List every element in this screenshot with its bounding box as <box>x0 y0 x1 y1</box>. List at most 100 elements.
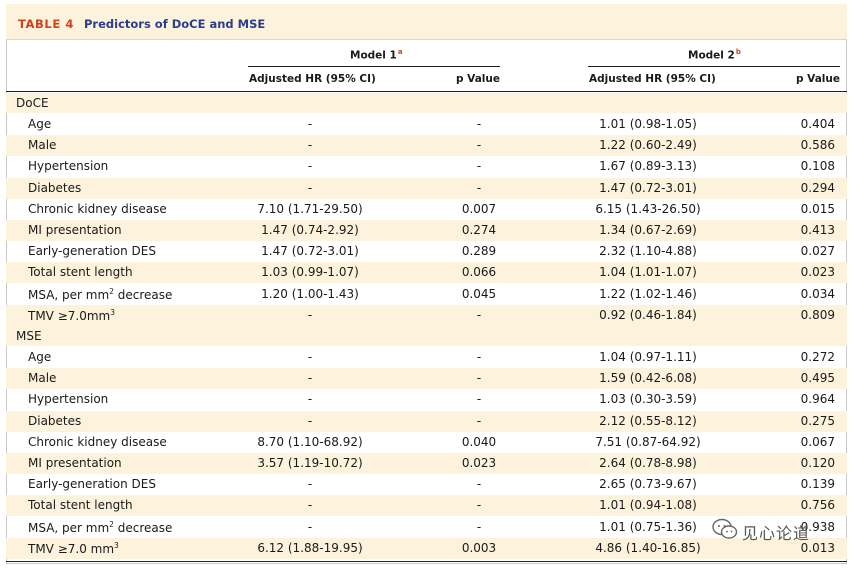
model1-hr-cell: - <box>307 350 313 364</box>
row-label-text: Male <box>28 138 57 153</box>
row-label: MI presentation <box>28 223 122 237</box>
model1-p-cell: 0.289 <box>461 244 497 259</box>
group-label: MSE <box>16 329 42 343</box>
model1-p-cell: - <box>476 392 482 407</box>
model2-p-cell: 0.027 <box>800 244 835 259</box>
row-label-suffix: decrease <box>113 520 173 535</box>
model1-p-cell: - <box>476 498 482 513</box>
model2-p-cell: 0.120 <box>800 456 835 470</box>
model1-hr-cell: 6.12 (1.88-19.95) <box>257 540 363 555</box>
row-label: Total stent length <box>28 265 133 279</box>
table-row: TMV ≥7.0mm3 - - 0.92 (0.46-1.84) 0.809 <box>6 304 847 326</box>
model1-hr-cell: 1.47 (0.74-2.92) <box>261 223 359 237</box>
model2-hr-cell: 2.32 (1.10-4.88) <box>599 244 697 259</box>
model2-p-cell: 0.586 <box>800 138 835 153</box>
model1-header: Model 1a <box>350 48 403 62</box>
table-row: Early-generation DES 1.47 (0.72-3.01) 0.28… <box>6 241 847 262</box>
model1-p-cell: 0.045 <box>461 286 497 301</box>
model2-hr-cell: 2.64 (0.78-8.98) <box>599 456 697 470</box>
model1-hr-cell: - <box>307 519 313 534</box>
model2-p-cell: 0.809 <box>800 307 835 322</box>
model2-p-cell: 0.294 <box>800 180 835 195</box>
watermark-text: 见心论道 <box>742 524 811 543</box>
model1-p-cell: - <box>476 117 482 131</box>
model1-p-cell: 0.040 <box>461 434 497 449</box>
row-label-text: Hypertension <box>28 159 109 174</box>
model1-hr-cell: 1.20 (1.00-1.43) <box>261 286 359 301</box>
m1-p-header: p Value <box>456 73 501 85</box>
model1-p-cell: 0.023 <box>461 456 497 470</box>
row-label-suffix: decrease <box>113 287 173 302</box>
model1-p-cell: - <box>476 307 482 322</box>
model2-underline <box>588 66 840 67</box>
row-label-text: Early-generation DES <box>28 244 156 259</box>
model1-p-cell: - <box>476 371 482 386</box>
row-label: MI presentation <box>28 456 122 470</box>
model1-p-cell: - <box>476 519 482 534</box>
model1-p-cell: 0.003 <box>461 540 497 555</box>
table-row: MI presentation 1.47 (0.74-2.92) 0.274 1.34… <box>6 220 847 241</box>
model1-hr-cell: - <box>307 307 313 322</box>
m2-p-header: p Value <box>796 73 841 85</box>
row-label-text: Chronic kidney disease <box>28 434 167 449</box>
group-label: DoCE <box>16 96 49 110</box>
row-label: MSA, per mm2 decrease <box>28 520 172 535</box>
model1-p-cell: - <box>476 138 482 153</box>
model2-p-cell: 0.108 <box>800 159 835 174</box>
header-rule <box>6 91 847 92</box>
row-label-text: Male <box>28 371 57 386</box>
model2-hr-cell: 1.47 (0.72-3.01) <box>599 180 697 195</box>
model1-p-cell: - <box>476 413 482 428</box>
model2-hr-cell: 1.34 (0.67-2.69) <box>599 223 697 237</box>
model1-p-cell: 0.274 <box>461 223 497 237</box>
table-row: MSA, per mm2 decrease - - 1.01 (0.75-1.36) 0… <box>6 517 847 538</box>
model1-hr-cell: 3.57 (1.19-10.72) <box>257 456 363 470</box>
table-row: Total stent length - - 1.01 (0.94-1.08) 0.75… <box>6 495 847 517</box>
row-label: Chronic kidney disease <box>28 435 167 449</box>
model2-p-cell: 0.404 <box>800 117 835 131</box>
group-header-mse: MSE <box>6 326 847 346</box>
table-row: Hypertension - - 1.03 (0.30-3.59) 0.964 <box>6 389 847 410</box>
model1-footnote: a <box>397 48 403 56</box>
row-label-text: MSA, per mm <box>28 287 110 302</box>
model2-p-cell: 0.938 <box>800 519 835 534</box>
model1-p-cell: 0.007 <box>461 201 497 216</box>
model2-hr-cell: 1.22 (0.60-2.49) <box>599 138 697 153</box>
model2-hr-cell: 1.01 (0.98-1.05) <box>599 117 697 131</box>
model2-header: Model 2b <box>688 48 741 62</box>
model1-hr-cell: 7.10 (1.71-29.50) <box>257 201 363 216</box>
row-label-text: Hypertension <box>28 392 109 407</box>
m1-hr-header: Adjusted HR (95% CI) <box>249 73 376 85</box>
model2-hr-cell: 1.59 (0.42-6.08) <box>599 371 697 386</box>
row-label: Early-generation DES <box>28 244 156 258</box>
row-label-superscript: 3 <box>114 540 119 550</box>
model2-hr-cell: 2.65 (0.73-9.67) <box>599 477 697 492</box>
model1-hr-cell: - <box>307 159 313 174</box>
model2-p-cell: 0.139 <box>800 477 835 492</box>
table-row: Chronic kidney disease 7.10 (1.71-29.50) 0… <box>6 199 847 220</box>
model1-hr-cell: - <box>307 498 313 513</box>
model1-p-cell: - <box>476 159 482 174</box>
model2-p-cell: 0.756 <box>800 498 835 513</box>
model2-p-cell: 0.013 <box>800 540 835 555</box>
watermark: 见心论道 <box>712 515 832 545</box>
row-label: Male <box>28 371 56 385</box>
model2-p-cell: 0.495 <box>800 371 835 386</box>
row-label: Hypertension <box>28 159 108 173</box>
model1-underline <box>248 66 500 67</box>
row-label-text: Chronic kidney disease <box>28 201 167 216</box>
row-label-text: TMV ≥7.0mm <box>28 308 111 323</box>
m2-hr-header: Adjusted HR (95% CI) <box>589 73 716 85</box>
table-row: Male - - 1.59 (0.42-6.08) 0.495 <box>6 368 847 390</box>
table-title: Predictors of DoCE and MSE <box>84 17 266 31</box>
row-label-text: Diabetes <box>28 413 82 428</box>
row-label: Age <box>28 350 51 364</box>
model2-hr-cell: 2.12 (0.55-8.12) <box>599 413 697 428</box>
model2-hr-cell: 1.67 (0.89-3.13) <box>599 159 697 174</box>
row-label-superscript: 2 <box>109 519 114 529</box>
model2-p-cell: 0.275 <box>800 413 835 428</box>
model2-p-cell: 0.067 <box>800 434 835 449</box>
table-row: Hypertension - - 1.67 (0.89-3.13) 0.108 <box>6 156 847 177</box>
model2-hr-cell: 1.04 (0.97-1.11) <box>599 350 697 364</box>
row-label-text: Age <box>28 350 52 364</box>
